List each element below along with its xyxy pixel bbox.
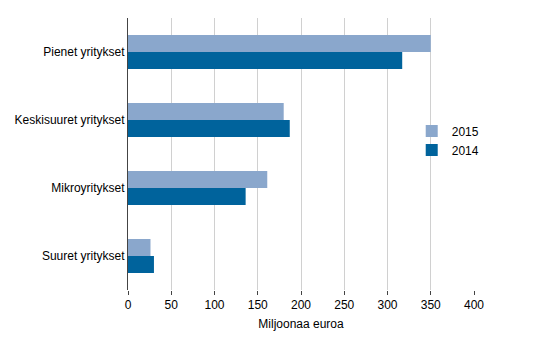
svg-text:150: 150: [248, 298, 268, 312]
svg-text:350: 350: [421, 298, 441, 312]
svg-text:300: 300: [377, 298, 397, 312]
svg-text:2014: 2014: [452, 144, 479, 158]
svg-text:Miljoonaa euroa: Miljoonaa euroa: [258, 317, 344, 331]
svg-text:0: 0: [125, 298, 132, 312]
svg-text:Pienet yritykset: Pienet yritykset: [43, 45, 125, 59]
svg-text:Mikroyritykset: Mikroyritykset: [51, 181, 125, 195]
svg-text:50: 50: [165, 298, 179, 312]
svg-text:200: 200: [291, 298, 311, 312]
svg-text:2015: 2015: [452, 125, 479, 139]
svg-text:400: 400: [464, 298, 484, 312]
svg-text:250: 250: [334, 298, 354, 312]
svg-text:Suuret yritykset: Suuret yritykset: [42, 249, 125, 263]
svg-text:Keskisuuret yritykset: Keskisuuret yritykset: [15, 113, 126, 127]
svg-text:100: 100: [204, 298, 224, 312]
